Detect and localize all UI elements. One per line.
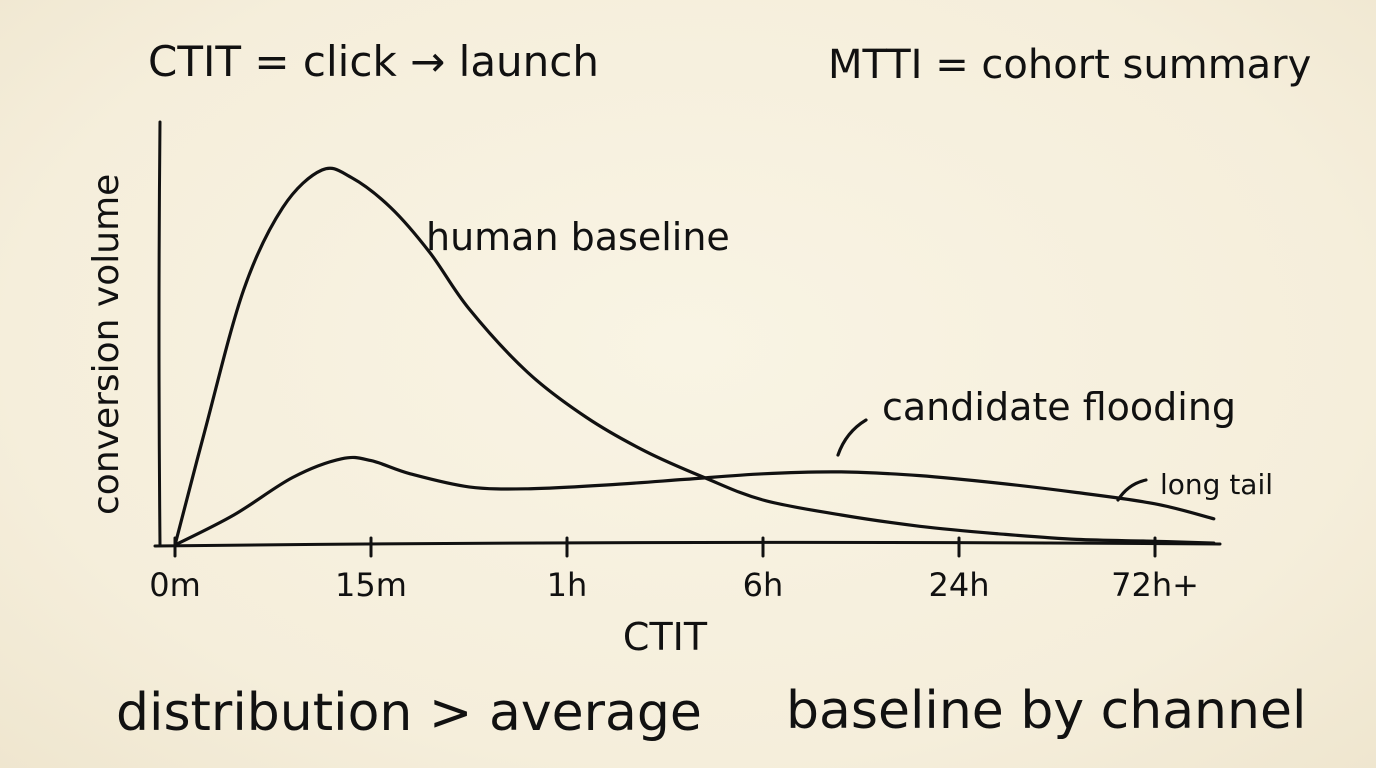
note-ctit-definition: CTIT = click → launch <box>148 37 599 86</box>
x-axis <box>153 540 1222 548</box>
y-axis <box>157 120 162 547</box>
x-tick-label: 1h <box>547 566 588 604</box>
leader-long-tail <box>1116 478 1148 502</box>
x-tick-label: 15m <box>335 566 407 604</box>
y-axis-label: conversion volume <box>86 174 127 515</box>
x-tick-label: 6h <box>743 566 784 604</box>
x-tick-label: 72h+ <box>1111 566 1199 604</box>
note-baseline-by-channel: baseline by channel <box>786 681 1306 741</box>
label-long-tail: long tail <box>1160 468 1273 501</box>
candidate-flooding-curve <box>173 455 1216 547</box>
x-tick-label: 0m <box>149 566 201 604</box>
x-ticks: 0m 15m 1h 6h 24h 72h+ <box>149 536 1199 604</box>
label-candidate-flooding: candidate flooding <box>882 385 1236 429</box>
leader-candidate-flooding <box>836 418 868 457</box>
note-mtti-definition: MTTI = cohort summary <box>828 42 1311 88</box>
label-human-baseline: human baseline <box>426 215 730 259</box>
x-tick-label: 24h <box>929 566 990 604</box>
note-distribution-over-average: distribution > average <box>116 683 702 743</box>
human-baseline-curve <box>173 166 1216 547</box>
x-axis-label: CTIT <box>623 615 708 659</box>
series-curves <box>173 166 1216 547</box>
